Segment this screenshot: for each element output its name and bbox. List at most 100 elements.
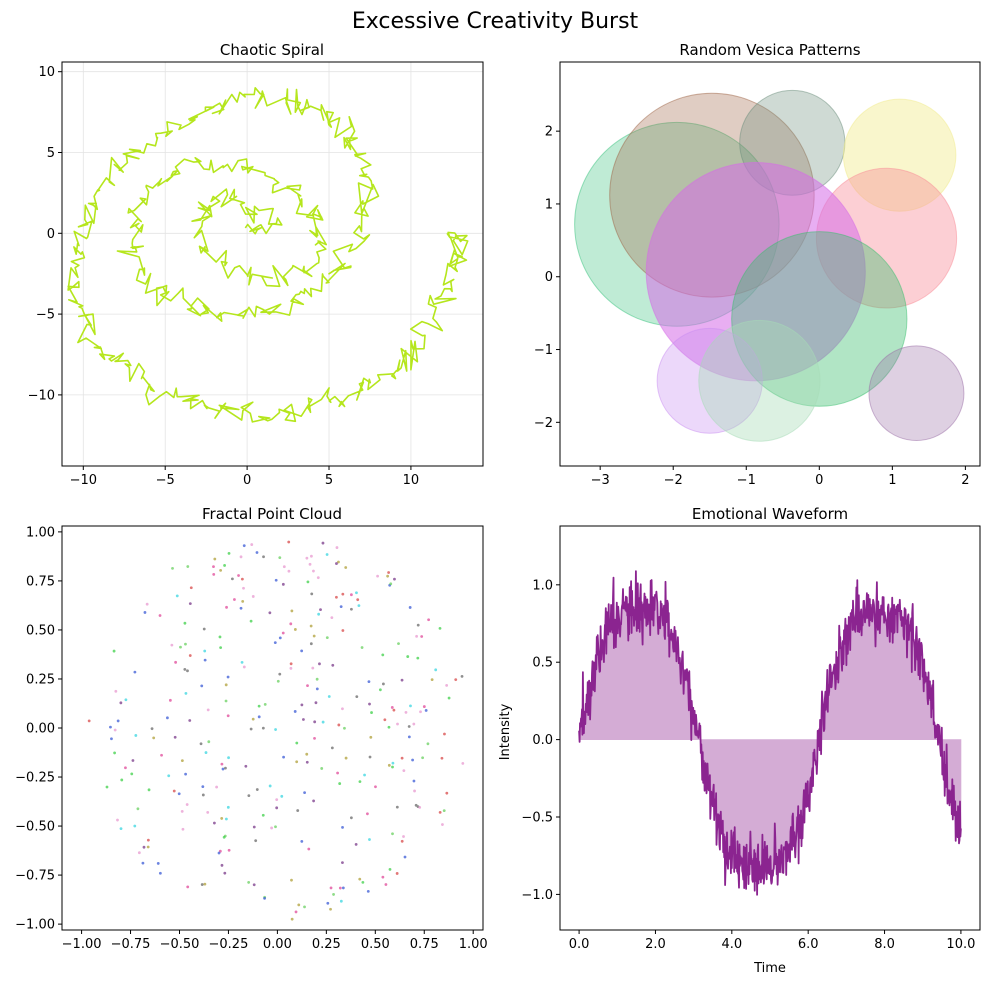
cloud-point: [358, 780, 362, 784]
cloud-point: [290, 878, 293, 882]
x-tick-label: −0.50: [160, 937, 200, 952]
cloud-point: [213, 557, 217, 561]
cloud-point: [223, 564, 226, 567]
cloud-point: [309, 642, 313, 646]
cloud-point: [341, 707, 344, 711]
cloud-point: [242, 544, 246, 548]
vesica-circle-7: [656, 327, 763, 434]
cloud-point: [441, 823, 444, 826]
plot-area-vesica: −3 −2 −1 0 1 2 −2 −1 0 1 2: [534, 61, 981, 488]
cloud-point: [224, 699, 228, 703]
cloud-point: [120, 778, 124, 782]
cloud-point: [403, 855, 407, 859]
cloud-point: [313, 720, 317, 724]
cloud-point: [160, 753, 163, 757]
cloud-point: [213, 821, 216, 825]
cloud-point: [116, 719, 120, 723]
cloud-point: [180, 809, 184, 813]
cloud-point: [344, 756, 348, 760]
x-tick-label: −10: [70, 473, 97, 488]
y-tick-label: 0.0: [532, 733, 553, 748]
axes-frame: [559, 61, 981, 467]
cloud-point: [337, 723, 341, 727]
cloud-point: [119, 827, 123, 831]
cloud-point: [387, 763, 391, 767]
cloud-point: [407, 735, 411, 739]
cloud-point: [174, 660, 178, 664]
cloud-point: [387, 571, 391, 574]
cloud-point: [221, 767, 225, 771]
cloud-point: [420, 635, 424, 638]
axes-frame: [61, 525, 484, 931]
cloud-point: [239, 606, 243, 610]
cloud-point: [414, 803, 418, 807]
y-tick-label: −0.25: [15, 771, 55, 786]
axes-frame: [61, 61, 484, 467]
cloud-point: [226, 714, 230, 718]
cloud-point: [320, 767, 324, 770]
x-tick-label: −2: [664, 473, 683, 488]
cloud-point: [312, 634, 316, 638]
cloud-point: [274, 578, 278, 582]
cloud-point: [133, 824, 137, 828]
cloud-point: [331, 663, 335, 667]
cloud-point: [224, 817, 228, 821]
cloud-point: [356, 598, 360, 602]
cloud-point: [143, 611, 147, 614]
y-tick-label: 0: [47, 227, 55, 242]
vesica-circle-3: [842, 98, 957, 212]
cloud-point: [254, 839, 258, 843]
cloud-point: [311, 666, 315, 670]
x-tick-label: 0: [243, 473, 251, 488]
cloud-point: [268, 784, 272, 788]
cloud-point: [400, 839, 404, 843]
cloud-point: [418, 805, 422, 809]
cloud-point: [230, 577, 234, 581]
cloud-point: [217, 851, 221, 855]
y-tick-label: 0.75: [26, 574, 55, 589]
cloud-point: [186, 565, 190, 568]
cloud-point: [134, 734, 138, 737]
cloud-point: [287, 540, 291, 544]
cloud-point: [300, 839, 304, 843]
cloud-point: [247, 794, 251, 798]
cloud-point: [341, 886, 345, 890]
cloud-point: [188, 602, 192, 606]
cloud-point: [220, 762, 224, 766]
cloud-point: [325, 636, 329, 640]
cloud-point: [287, 569, 291, 573]
cloud-point: [273, 641, 277, 644]
cloud-point: [308, 562, 312, 566]
cloud-point: [202, 627, 206, 631]
cloud-point: [330, 616, 334, 620]
cloud-point: [321, 720, 325, 724]
cloud-point: [188, 654, 192, 657]
wave-line: [578, 570, 962, 896]
cloud-point: [315, 677, 319, 681]
cloud-point: [412, 779, 416, 783]
cloud-point: [361, 880, 365, 884]
cloud-point: [293, 628, 297, 631]
cloud-point: [166, 716, 169, 720]
cloud-point: [180, 759, 184, 762]
cloud-point: [390, 706, 394, 709]
cloud-point: [222, 835, 226, 839]
cloud-point: [445, 791, 449, 795]
cloud-point: [275, 798, 279, 801]
cloud-point: [382, 682, 385, 686]
vesica-circle-5: [645, 161, 866, 382]
cloud-point: [227, 848, 231, 852]
cloud-point: [278, 672, 282, 676]
cloud-point: [141, 861, 145, 865]
cloud-point: [305, 556, 309, 560]
cloud-point: [113, 751, 116, 755]
cloud-point: [296, 809, 300, 812]
cloud-point: [402, 835, 405, 838]
cloud-point: [289, 662, 293, 666]
cloud-point: [306, 684, 309, 688]
cloud-point: [220, 817, 224, 820]
y-tick-label: 0.25: [26, 672, 55, 687]
cloud-point: [381, 875, 385, 879]
cloud-point: [119, 701, 123, 705]
